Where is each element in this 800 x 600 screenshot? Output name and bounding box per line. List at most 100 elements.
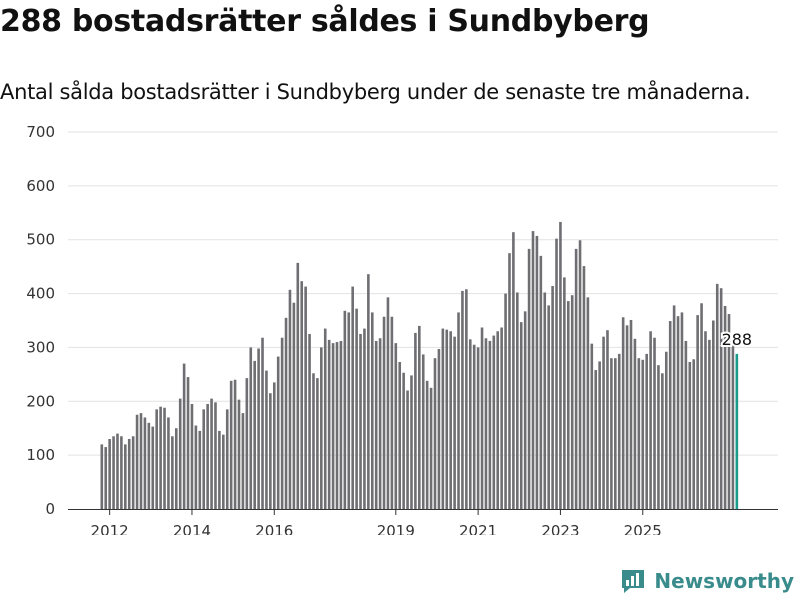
bar xyxy=(202,409,206,509)
x-tick-label: 2016 xyxy=(255,522,293,535)
bar xyxy=(543,292,547,509)
x-tick-label: 2014 xyxy=(173,522,211,535)
bar xyxy=(688,361,692,509)
bar xyxy=(410,375,413,509)
bar xyxy=(272,382,276,509)
bar xyxy=(155,409,158,509)
bar xyxy=(715,283,719,509)
bar xyxy=(461,290,464,509)
bar xyxy=(261,337,264,509)
bar xyxy=(586,297,590,509)
bar xyxy=(480,327,484,509)
x-tick-label: 2023 xyxy=(541,522,579,535)
bar xyxy=(147,422,151,509)
bar xyxy=(641,359,645,509)
bar xyxy=(135,414,139,509)
bar xyxy=(218,430,221,509)
bar xyxy=(617,353,621,509)
bar xyxy=(269,393,272,509)
brand-name: Newsworthy xyxy=(654,569,794,593)
bar xyxy=(229,380,233,509)
bar xyxy=(390,316,394,509)
bar xyxy=(335,342,339,509)
bar xyxy=(700,303,703,509)
bar xyxy=(245,378,249,509)
bar xyxy=(249,347,253,509)
newsworthy-logo-icon xyxy=(622,570,645,593)
bar xyxy=(468,339,472,509)
bar-latest xyxy=(735,353,739,509)
bar xyxy=(590,343,594,509)
bar xyxy=(425,380,429,509)
bar xyxy=(504,293,507,509)
bar xyxy=(668,321,672,509)
bar xyxy=(523,311,527,509)
bar xyxy=(178,398,182,509)
bar xyxy=(484,338,488,509)
bar xyxy=(139,413,143,509)
y-tick-label: 0 xyxy=(45,500,55,518)
bar xyxy=(704,331,707,509)
brand-logo: Newsworthy xyxy=(620,568,794,594)
bar xyxy=(284,317,288,509)
bar xyxy=(578,240,582,509)
y-tick-label: 200 xyxy=(26,392,55,410)
bar xyxy=(708,339,711,509)
bar xyxy=(151,426,155,509)
bar xyxy=(308,333,311,509)
bar xyxy=(664,351,668,509)
bar xyxy=(351,286,354,509)
bar xyxy=(441,328,445,509)
bar xyxy=(649,331,652,509)
bar xyxy=(712,320,715,509)
bar xyxy=(508,253,511,509)
bar xyxy=(566,301,570,509)
bar xyxy=(629,319,633,509)
bar xyxy=(190,403,194,509)
bar xyxy=(645,353,648,509)
bar xyxy=(547,305,550,509)
bar xyxy=(563,277,566,509)
bar xyxy=(171,436,174,509)
bar xyxy=(574,248,578,509)
bar xyxy=(108,438,111,509)
bar xyxy=(488,340,492,509)
bar xyxy=(214,402,217,509)
bar xyxy=(131,436,135,509)
bar xyxy=(476,347,480,509)
bar xyxy=(421,354,425,509)
bar xyxy=(320,347,323,509)
bar xyxy=(198,430,202,509)
bar xyxy=(124,444,127,509)
bar xyxy=(120,436,123,509)
bar xyxy=(233,379,237,509)
bar xyxy=(253,360,256,509)
bar xyxy=(206,403,209,509)
bar xyxy=(174,428,178,509)
bar xyxy=(445,329,449,509)
bars xyxy=(100,221,739,510)
bar xyxy=(237,399,241,509)
chart-title: 288 bostadsrätter såldes i Sundbyberg xyxy=(0,4,650,39)
bar xyxy=(104,447,108,509)
bar xyxy=(559,221,562,509)
bar xyxy=(398,361,402,509)
latest-value-label: 288 xyxy=(722,330,753,349)
x-axis-ticks: 2012 2014 2016 2019 2021 2023 2025 xyxy=(91,509,662,535)
bar xyxy=(555,238,558,509)
bar xyxy=(570,295,574,509)
bar xyxy=(582,266,586,509)
bar xyxy=(316,378,319,509)
bar xyxy=(457,312,460,509)
bar xyxy=(367,274,370,509)
x-tick-label: 2012 xyxy=(91,522,129,535)
bar xyxy=(602,336,605,509)
bar xyxy=(159,406,162,509)
bar xyxy=(394,343,398,509)
bar xyxy=(610,358,613,509)
chart-subtitle: Antal sålda bostadsrätter i Sundbyberg u… xyxy=(0,80,751,104)
bar xyxy=(614,358,617,509)
bar xyxy=(327,339,331,509)
y-tick-label: 400 xyxy=(26,285,55,303)
